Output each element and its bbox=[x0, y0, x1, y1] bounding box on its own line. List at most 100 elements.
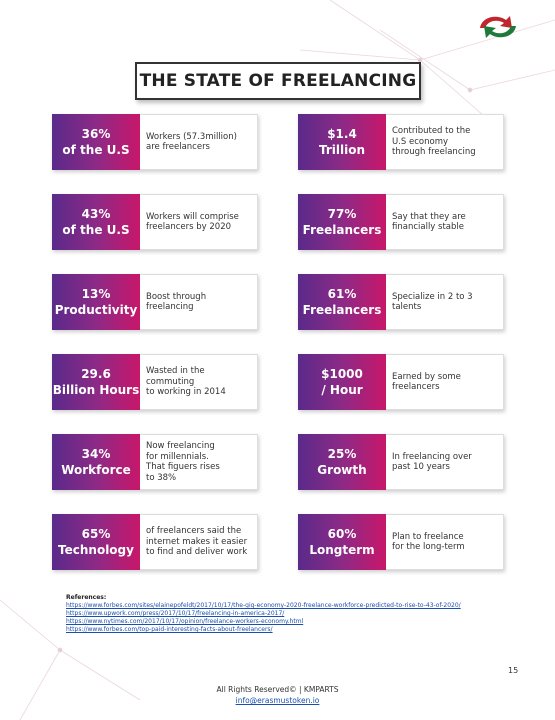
description: of freelancers said the internet makes it… bbox=[140, 514, 258, 570]
stat-box: 65% Technology bbox=[52, 514, 140, 570]
stat-card: 25% Growth In freelancing over past 10 year… bbox=[298, 434, 504, 490]
stat-line: $1000 bbox=[321, 367, 363, 381]
title: THE STATE OF FREELANCING bbox=[135, 62, 421, 100]
logo bbox=[480, 16, 516, 38]
description-line: Say that they are bbox=[392, 211, 466, 222]
stat-line: 65% bbox=[81, 527, 111, 541]
stat-card: 13% Productivity Boost through freelancing bbox=[52, 274, 258, 330]
description-line: freelancing bbox=[146, 302, 194, 312]
rights: All Rights Reserved© | KMPARTS bbox=[216, 685, 339, 694]
stat-line: / Hour bbox=[321, 383, 363, 397]
description: Plan to freelance for the long-term bbox=[386, 514, 504, 570]
stat-line: 36% bbox=[81, 127, 111, 141]
description-line: Boost through bbox=[146, 291, 207, 302]
description-line: are freelancers bbox=[146, 142, 210, 152]
stat-box: 29.6 Billion Hours bbox=[52, 354, 140, 410]
description-line: Specialize in 2 to 3 bbox=[392, 291, 473, 302]
email[interactable]: info@erasmustoken.io bbox=[235, 696, 320, 705]
page-number: 15 bbox=[508, 666, 519, 675]
stat-card: 34% Workforce Now freelancing for millennia… bbox=[52, 434, 258, 490]
stat-line: 77% bbox=[327, 207, 357, 221]
description-line: to working in 2014 bbox=[146, 387, 226, 398]
reference-link[interactable]: https://www.forbes.com/top-paid-interest… bbox=[66, 626, 273, 633]
stat-box: 36% of the U.S bbox=[52, 114, 140, 170]
description-line: for millennials. bbox=[146, 451, 209, 462]
stat-card: 29.6 Billion Hours Wasted in the commuting t… bbox=[52, 354, 258, 410]
stat-line: of the U.S bbox=[62, 223, 130, 237]
description: Specialize in 2 to 3 talents bbox=[386, 274, 504, 330]
stat-box: 34% Workforce bbox=[52, 434, 140, 490]
reference-link[interactable]: https://www.forbes.com/sites/elainepofel… bbox=[66, 602, 461, 609]
description: Now freelancing for millennials. That figu… bbox=[140, 434, 258, 490]
stat-card: $1.4 Trillion Contributed to the U.S econom… bbox=[298, 114, 504, 170]
description-line: Contributed to the bbox=[392, 126, 471, 137]
description-line: through freelancing bbox=[392, 147, 476, 158]
stat-line: 25% bbox=[327, 447, 357, 461]
stat-line: Technology bbox=[58, 543, 134, 557]
description-line: freelancers by 2020 bbox=[146, 222, 232, 232]
reference-links: https://www.forbes.com/sites/elainepofel… bbox=[66, 602, 461, 634]
stat-line: 13% bbox=[81, 287, 111, 301]
stat-card: 65% Technology of freelancers said the inte… bbox=[52, 514, 258, 570]
description: Contributed to the U.S economy through fre… bbox=[386, 114, 504, 170]
stat-box: 43% of the U.S bbox=[52, 194, 140, 250]
stat-box: 61% Freelancers bbox=[298, 274, 386, 330]
description-line: U.S economy bbox=[392, 136, 449, 147]
stat-line: 60% bbox=[327, 527, 357, 541]
references: References: https://www.forbes.com/sites… bbox=[66, 594, 461, 634]
stat-card: 61% Freelancers Specialize in 2 to 3 talent… bbox=[298, 274, 504, 330]
description-line: Workers will comprise bbox=[146, 211, 239, 222]
stat-card: 36% of the U.S Workers (57.3million) are fr… bbox=[52, 114, 258, 170]
stat-line: 61% bbox=[327, 287, 357, 301]
description-line: Plan to freelance bbox=[392, 531, 464, 542]
description-line: for the long-term bbox=[392, 542, 465, 552]
stat-box: 25% Growth bbox=[298, 434, 386, 490]
stat-line: Freelancers bbox=[302, 223, 382, 237]
reference-link[interactable]: https://www.upwork.com/press/2017/10/17/… bbox=[66, 610, 285, 617]
references-label: References: bbox=[66, 594, 107, 601]
description: Earned by some freelancers bbox=[386, 354, 504, 410]
stat-line: Growth bbox=[317, 463, 367, 477]
description-line: Wasted in the bbox=[146, 366, 205, 377]
description-line: Earned by some bbox=[392, 371, 461, 382]
stat-card: 43% of the U.S Workers will comprise freela… bbox=[52, 194, 258, 250]
description-line: to 38% bbox=[146, 472, 177, 483]
description-line: commuting bbox=[146, 376, 195, 387]
stat-line: 43% bbox=[81, 207, 111, 221]
stat-line: Billion Hours bbox=[52, 383, 140, 397]
description-line: financially stable bbox=[392, 222, 464, 232]
stat-card: $1000 / Hour Earned by some freelancers bbox=[298, 354, 504, 410]
description: Boost through freelancing bbox=[140, 274, 258, 330]
description-line: talents bbox=[392, 302, 422, 312]
stat-line: Longterm bbox=[309, 543, 375, 557]
footer: All Rights Reserved© | KMPARTS info@eras… bbox=[0, 684, 555, 706]
description: Workers will comprise freelancers by 2020 bbox=[140, 194, 258, 250]
stat-line: 34% bbox=[81, 447, 111, 461]
description: In freelancing over past 10 years bbox=[386, 434, 504, 490]
stat-line: Trillion bbox=[318, 143, 366, 157]
stat-box: 13% Productivity bbox=[52, 274, 140, 330]
description-line: Workers (57.3million) bbox=[146, 131, 237, 142]
description-line: past 10 years bbox=[392, 462, 450, 472]
description: Wasted in the commuting to working in 2014 bbox=[140, 354, 258, 410]
stat-card: 60% Longterm Plan to freelance for the long… bbox=[298, 514, 504, 570]
description-line: That figuers rises bbox=[146, 462, 220, 472]
description-line: In freelancing over bbox=[392, 451, 472, 462]
stat-box: $1000 / Hour bbox=[298, 354, 386, 410]
description-line: Now freelancing bbox=[146, 441, 215, 451]
description-line: internet makes it easier bbox=[146, 536, 248, 547]
stat-line: of the U.S bbox=[62, 143, 130, 157]
description-line: of freelancers said the bbox=[146, 526, 242, 537]
stat-line: $1.4 bbox=[327, 127, 357, 141]
stat-line: Workforce bbox=[61, 463, 131, 477]
stat-line: 29.6 bbox=[81, 367, 111, 381]
description: Say that they are financially stable bbox=[386, 194, 504, 250]
stat-line: Freelancers bbox=[302, 303, 382, 317]
description: Workers (57.3million) are freelancers bbox=[140, 114, 258, 170]
reference-link[interactable]: https://www.nytimes.com/2017/10/17/opini… bbox=[66, 618, 304, 625]
stat-box: 77% Freelancers bbox=[298, 194, 386, 250]
stat-box: $1.4 Trillion bbox=[298, 114, 386, 170]
description-line: to find and deliver work bbox=[146, 547, 248, 558]
